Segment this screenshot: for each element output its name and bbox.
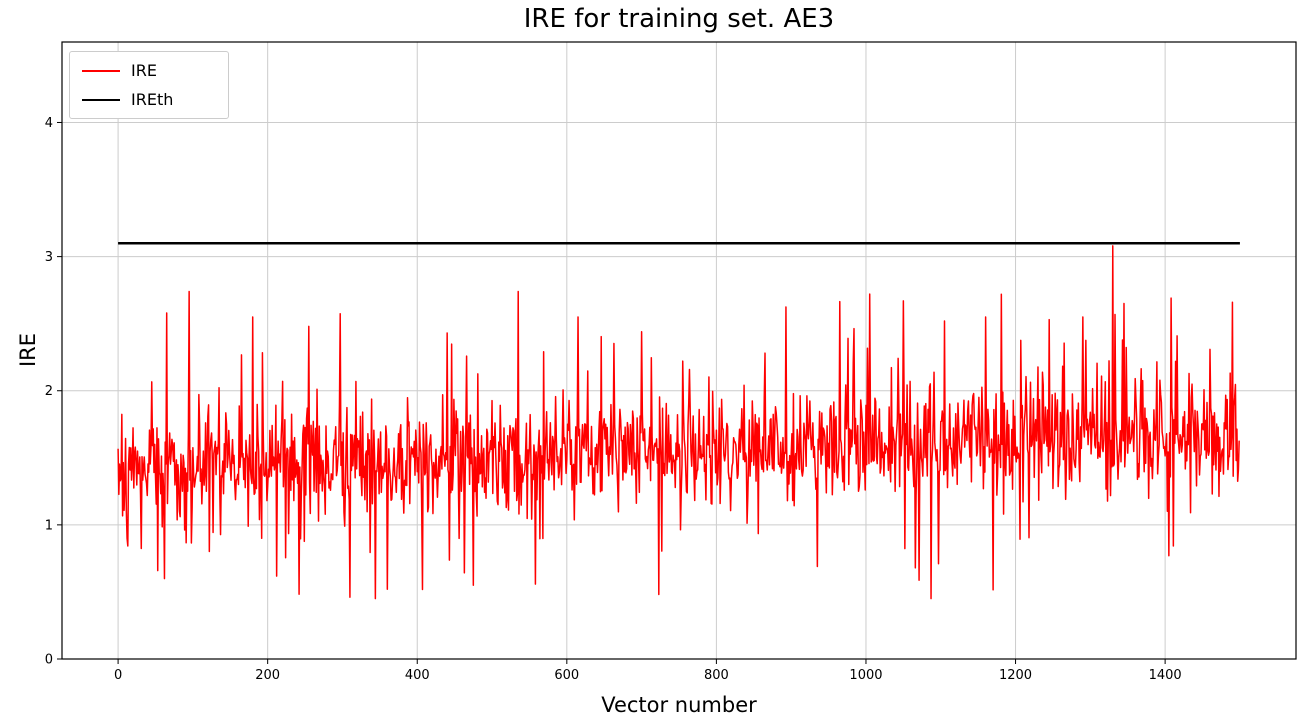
x-tick-label: 200	[255, 668, 280, 683]
x-tick-label: 0	[114, 668, 122, 683]
ireth-line-swatch	[82, 98, 120, 101]
legend-label-ire: IRE	[131, 61, 157, 80]
axes-frame	[61, 41, 1297, 660]
legend-label-ireth: IREth	[131, 90, 174, 109]
ire-line-swatch	[82, 69, 120, 72]
legend: IRE IREth	[69, 51, 229, 119]
y-tick-label: 3	[45, 250, 53, 265]
x-tick-label: 1400	[1149, 668, 1182, 683]
x-tick-label: 1000	[849, 668, 882, 683]
y-tick-label: 4	[45, 116, 53, 131]
x-axis-label: Vector number	[601, 693, 757, 717]
y-tick-label: 2	[45, 384, 53, 399]
x-tick-label: 1200	[999, 668, 1032, 683]
x-tick-label: 800	[704, 668, 729, 683]
ire-series-line	[117, 245, 1240, 600]
x-tick-label: 600	[554, 668, 579, 683]
y-tick-label: 0	[45, 653, 53, 668]
legend-item-ire: IRE	[82, 61, 216, 80]
x-tick-label: 400	[405, 668, 430, 683]
chart-title: IRE for training set. AE3	[523, 4, 835, 34]
y-tick-label: 1	[45, 518, 53, 533]
legend-item-ireth: IREth	[82, 90, 216, 109]
